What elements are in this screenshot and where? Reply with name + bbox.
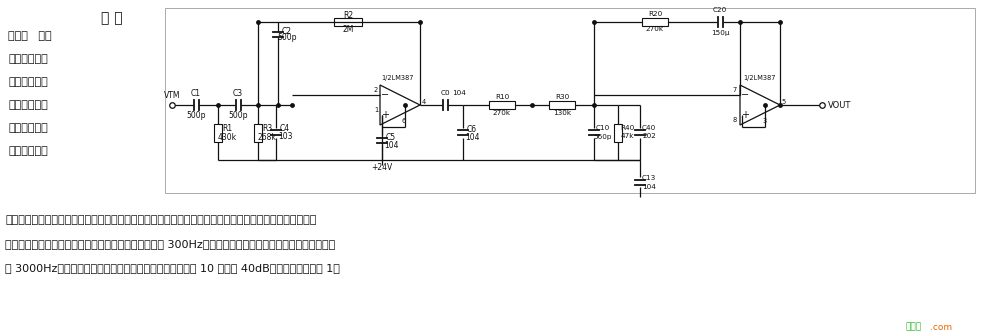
Text: C10: C10 bbox=[596, 126, 611, 131]
Text: .com: .com bbox=[930, 323, 952, 332]
Text: R3: R3 bbox=[262, 124, 272, 133]
Text: 104: 104 bbox=[383, 140, 398, 150]
Text: 104: 104 bbox=[453, 90, 466, 96]
Text: 2M: 2M bbox=[342, 25, 354, 34]
Text: 104: 104 bbox=[464, 133, 479, 142]
Text: 8: 8 bbox=[733, 117, 737, 123]
Text: 1/2LM387: 1/2LM387 bbox=[381, 75, 414, 81]
Text: 1: 1 bbox=[373, 107, 378, 113]
Text: 4: 4 bbox=[422, 99, 426, 105]
Text: 通滤波器，总的特性为带通滤波器。高通的截止频率为 300Hz，构成带通滤波器的低端；而低通的截止频率: 通滤波器，总的特性为带通滤波器。高通的截止频率为 300Hz，构成带通滤波器的低… bbox=[5, 239, 335, 249]
Text: 2: 2 bbox=[373, 87, 378, 93]
Text: 268k: 268k bbox=[258, 133, 277, 142]
Text: 能是用两个多路负反馈二阶有源滤波器来实现的。两级滤波器采用级联方式，前级为高通滤波器，后级为低: 能是用两个多路负反馈二阶有源滤波器来实现的。两级滤波器采用级联方式，前级为高通滤… bbox=[5, 215, 316, 225]
Text: 130k: 130k bbox=[553, 110, 571, 116]
Text: +: + bbox=[741, 110, 749, 120]
Text: +: + bbox=[381, 110, 389, 120]
Text: C20: C20 bbox=[713, 7, 727, 13]
Text: 路可用来对语: 路可用来对语 bbox=[8, 54, 47, 64]
Text: 接线图: 接线图 bbox=[905, 323, 921, 332]
Text: C40: C40 bbox=[642, 126, 656, 131]
Text: 104: 104 bbox=[642, 184, 656, 190]
Bar bbox=[549, 101, 575, 109]
Text: +24V: +24V bbox=[371, 164, 392, 172]
Text: C13: C13 bbox=[642, 175, 656, 181]
Text: −: − bbox=[741, 90, 749, 100]
Text: −: − bbox=[381, 90, 389, 100]
Bar bbox=[489, 101, 515, 109]
Text: 150μ: 150μ bbox=[710, 30, 729, 36]
Text: 202: 202 bbox=[642, 133, 656, 139]
Text: R40: R40 bbox=[619, 126, 634, 131]
Text: 500p: 500p bbox=[278, 34, 296, 42]
Text: R20: R20 bbox=[648, 11, 662, 17]
Text: R2: R2 bbox=[343, 10, 353, 19]
Bar bbox=[165, 8, 975, 193]
Text: 500p: 500p bbox=[228, 112, 248, 121]
Text: C2: C2 bbox=[282, 27, 292, 36]
Text: 270k: 270k bbox=[493, 110, 511, 116]
Text: 430k: 430k bbox=[217, 133, 236, 142]
Text: C3: C3 bbox=[233, 88, 243, 97]
Text: C0: C0 bbox=[441, 90, 450, 96]
Text: R1: R1 bbox=[222, 124, 232, 133]
Bar bbox=[214, 124, 222, 141]
Text: VTM: VTM bbox=[164, 90, 180, 99]
Bar bbox=[254, 124, 262, 141]
Text: 47k: 47k bbox=[620, 133, 633, 139]
Text: 声去掉。此功: 声去掉。此功 bbox=[8, 146, 47, 156]
Text: 3: 3 bbox=[763, 118, 767, 124]
Text: C6: C6 bbox=[467, 125, 477, 134]
Text: 制，将语声以: 制，将语声以 bbox=[8, 100, 47, 110]
Text: 103: 103 bbox=[278, 132, 292, 141]
Bar bbox=[334, 18, 362, 26]
Text: 1/2LM387: 1/2LM387 bbox=[744, 75, 777, 81]
Text: 7: 7 bbox=[733, 87, 737, 93]
Text: 言频带进行限: 言频带进行限 bbox=[8, 77, 47, 87]
Text: R10: R10 bbox=[495, 94, 509, 100]
Text: 为 3000Hz，构成带通滤波器的高端。带外的滚动衰减为每 10 倍频程 40dB，整个电路增益为 1。: 为 3000Hz，构成带通滤波器的高端。带外的滚动衰减为每 10 倍频程 40d… bbox=[5, 263, 340, 273]
Text: 外的干扰和噪: 外的干扰和噪 bbox=[8, 123, 47, 133]
Text: C4: C4 bbox=[280, 124, 290, 133]
Text: VOUT: VOUT bbox=[828, 100, 852, 110]
Text: C1: C1 bbox=[191, 88, 201, 97]
Text: 6: 6 bbox=[402, 118, 406, 124]
Text: 560p: 560p bbox=[594, 133, 613, 139]
Text: 语 言: 语 言 bbox=[101, 11, 123, 25]
Text: 270k: 270k bbox=[646, 26, 664, 32]
Text: 滤波器   该电: 滤波器 该电 bbox=[8, 31, 51, 41]
Text: R30: R30 bbox=[555, 94, 569, 100]
Text: 5: 5 bbox=[782, 99, 786, 105]
Text: 500p: 500p bbox=[187, 112, 206, 121]
Bar bbox=[614, 124, 622, 141]
Text: C5: C5 bbox=[386, 132, 396, 141]
Bar bbox=[642, 18, 668, 26]
